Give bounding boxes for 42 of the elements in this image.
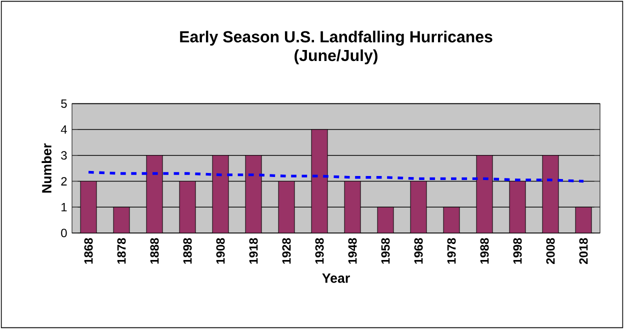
x-tick-label: 1968 bbox=[414, 238, 423, 264]
bar bbox=[509, 180, 526, 233]
x-tick-label: 1938 bbox=[315, 238, 324, 264]
x-tick-label: 1948 bbox=[348, 238, 357, 264]
bar bbox=[80, 180, 97, 233]
chart-subtitle: (June/July) bbox=[294, 49, 378, 64]
x-tick-label: 1908 bbox=[216, 238, 225, 264]
bar bbox=[113, 206, 130, 233]
bar bbox=[344, 180, 361, 233]
bar bbox=[311, 129, 328, 233]
y-tick-label: 5 bbox=[61, 99, 67, 108]
bar bbox=[542, 155, 559, 233]
x-tick-label: 1878 bbox=[117, 238, 126, 264]
x-tick-label: 1888 bbox=[150, 238, 159, 264]
x-tick-label: 1988 bbox=[480, 238, 489, 264]
bar bbox=[377, 206, 394, 233]
x-tick-label: 1898 bbox=[183, 238, 192, 264]
bar bbox=[146, 155, 163, 233]
y-tick-label: 2 bbox=[61, 177, 67, 186]
bar bbox=[179, 180, 196, 233]
x-tick-label: 1958 bbox=[381, 238, 390, 264]
bar bbox=[410, 180, 427, 233]
y-axis-title: Number bbox=[42, 143, 52, 193]
bar bbox=[278, 180, 295, 233]
bar bbox=[476, 155, 493, 233]
x-axis-title: Year bbox=[322, 274, 350, 283]
bar bbox=[575, 206, 592, 233]
chart-title: Early Season U.S. Landfalling Hurricanes bbox=[180, 30, 492, 46]
bar bbox=[245, 155, 262, 233]
x-tick-label: 1868 bbox=[84, 238, 93, 264]
bar bbox=[212, 155, 229, 233]
y-tick-label: 1 bbox=[62, 203, 67, 212]
y-tick-label: 0 bbox=[61, 228, 67, 238]
x-tick-label: 2018 bbox=[579, 238, 588, 264]
y-tick-label: 4 bbox=[60, 125, 67, 134]
x-tick-label: 1998 bbox=[513, 238, 522, 264]
x-tick-label: 1928 bbox=[282, 238, 291, 264]
x-tick-label: 2008 bbox=[546, 238, 555, 264]
x-tick-label: 1978 bbox=[447, 238, 456, 264]
y-tick-label: 3 bbox=[61, 151, 67, 160]
x-tick-label: 1918 bbox=[249, 238, 258, 264]
bar bbox=[443, 206, 460, 233]
